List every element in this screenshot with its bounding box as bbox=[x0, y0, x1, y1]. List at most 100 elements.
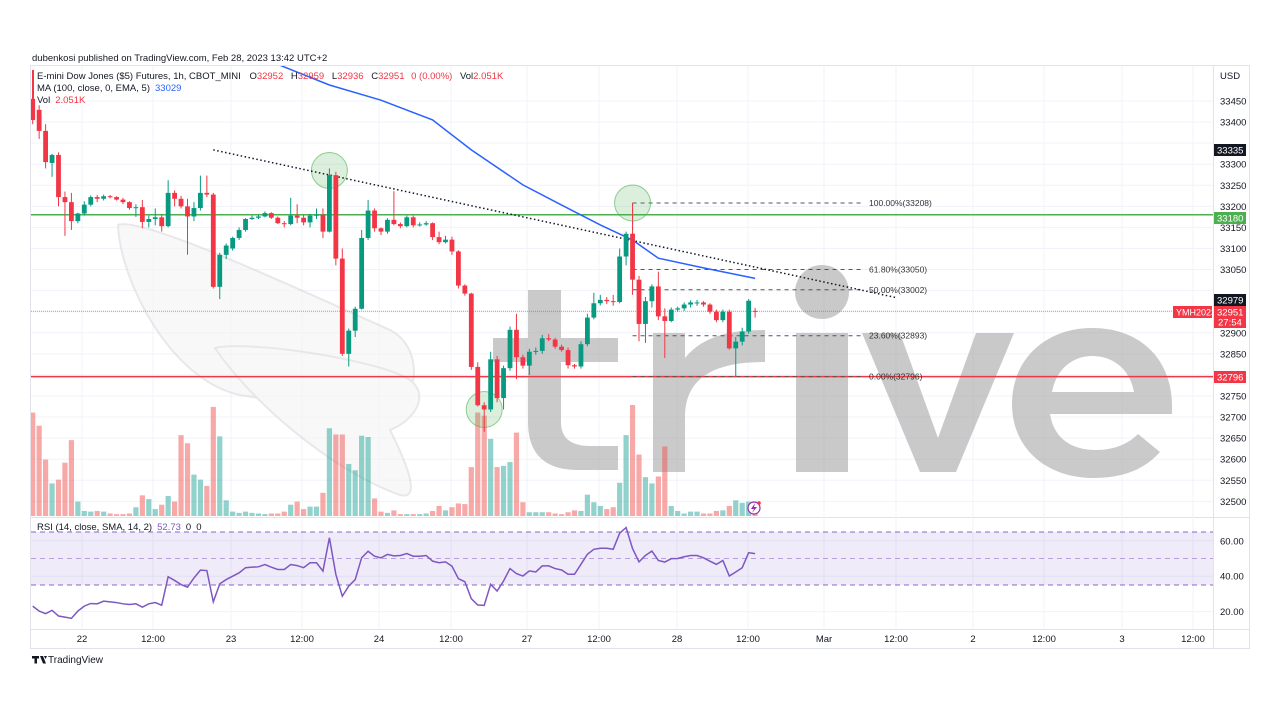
tradingview-logo[interactable]: TradingView bbox=[32, 655, 104, 666]
trendline[interactable] bbox=[213, 149, 898, 299]
candle bbox=[159, 214, 165, 232]
volume-bar bbox=[230, 511, 236, 516]
candle-body bbox=[636, 279, 642, 324]
volume-bar bbox=[513, 432, 520, 516]
time-tick-label: 3 bbox=[1119, 634, 1124, 645]
volume-bar bbox=[449, 507, 455, 516]
volume-bar bbox=[152, 509, 158, 516]
support-price-tag bbox=[1214, 212, 1246, 224]
fib-level-label: 50.00%(33002) bbox=[869, 285, 927, 295]
volume-bar bbox=[313, 506, 320, 516]
candle-body bbox=[314, 214, 319, 216]
candle bbox=[630, 202, 635, 295]
volume-bar bbox=[694, 511, 700, 516]
volume-bar bbox=[339, 434, 345, 516]
fib-level-label: 61.80%(33050) bbox=[869, 265, 927, 275]
horizontal-levels[interactable] bbox=[31, 214, 1213, 378]
candle bbox=[36, 105, 42, 139]
bar-countdown: 27:54 bbox=[1218, 318, 1242, 329]
volume-bar bbox=[81, 510, 87, 516]
candle bbox=[346, 328, 352, 367]
candle bbox=[539, 334, 545, 354]
volume-bar bbox=[494, 467, 500, 516]
fibonacci-retracement[interactable]: 100.00%(33208) 61.80%(33050) 50.00%(33002)… bbox=[632, 198, 932, 382]
legend-row-vol[interactable]: Vol 2.051K bbox=[37, 95, 86, 106]
legend-row-main[interactable]: E-mini Dow Jones ($5) Futures, 1h, CBOT_… bbox=[37, 71, 504, 82]
volume-bar bbox=[662, 446, 668, 516]
candle-body bbox=[69, 202, 74, 222]
fib-level-label: 100.00%(33208) bbox=[869, 198, 932, 208]
currency-label[interactable]: USD bbox=[1220, 71, 1240, 82]
candle bbox=[288, 197, 294, 226]
fib-level-label: 23.60%(32893) bbox=[869, 331, 927, 341]
volume-bar bbox=[739, 502, 745, 516]
volume-bar bbox=[101, 511, 107, 516]
legend-row-ma[interactable]: MA (100, close, 0, EMA, 5) 33029 bbox=[37, 83, 181, 94]
time-tick-label: 12:00 bbox=[439, 634, 463, 645]
volume-bar bbox=[49, 483, 55, 516]
candle-body bbox=[526, 351, 532, 366]
candle bbox=[359, 229, 365, 310]
legend-marker bbox=[32, 70, 34, 104]
candle-body bbox=[62, 197, 68, 203]
candle-body bbox=[191, 208, 197, 217]
volume-bar bbox=[191, 474, 197, 516]
open-value: 32952 bbox=[257, 71, 283, 82]
candle-body bbox=[559, 346, 564, 351]
volume-bar bbox=[636, 454, 642, 516]
volume-bar bbox=[352, 470, 358, 516]
candle bbox=[114, 196, 119, 201]
candle-body bbox=[514, 329, 519, 358]
candle-body bbox=[275, 217, 281, 224]
candle bbox=[133, 204, 139, 217]
candle-body bbox=[120, 199, 126, 203]
candle-body bbox=[88, 197, 94, 205]
volume-bar bbox=[391, 510, 397, 516]
price-tick-label: 32750 bbox=[1220, 391, 1246, 402]
candle-body bbox=[546, 338, 552, 340]
candle bbox=[127, 201, 132, 210]
candle-body bbox=[739, 331, 745, 342]
candle-body bbox=[475, 366, 481, 406]
volume-bar bbox=[217, 436, 223, 516]
candle-body bbox=[726, 311, 732, 349]
candle bbox=[56, 152, 61, 207]
price-axis[interactable]: 33450 33400 33300 33250 33200 33150 33100 33050… bbox=[1220, 97, 1246, 508]
candle bbox=[468, 292, 474, 370]
candle bbox=[430, 222, 435, 241]
rsi-axis[interactable]: 60.00 40.00 20.00 bbox=[1220, 536, 1244, 618]
candle-body bbox=[159, 217, 165, 227]
volume-bar bbox=[307, 506, 313, 516]
candle bbox=[146, 215, 152, 228]
tradingview-logo-icon bbox=[32, 656, 47, 664]
watermark-letter-e bbox=[1012, 328, 1172, 478]
time-tick-label: 12:00 bbox=[290, 634, 314, 645]
candle-body bbox=[204, 192, 210, 195]
candle bbox=[339, 248, 345, 356]
legend: E-mini Dow Jones ($5) Futures, 1h, CBOT_… bbox=[32, 70, 504, 106]
low-value: 32936 bbox=[337, 71, 363, 82]
candle bbox=[268, 212, 274, 219]
candle-body bbox=[152, 217, 158, 219]
candle bbox=[649, 284, 655, 308]
candle bbox=[378, 227, 384, 236]
volume-bar bbox=[333, 434, 339, 516]
time-axis[interactable]: 22 12:00 23 12:00 24 12:00 27 12:00 28 12:00 Mar 12… bbox=[77, 634, 1205, 645]
candle-body bbox=[81, 204, 87, 214]
time-tick-label: 12:00 bbox=[587, 634, 611, 645]
candle bbox=[165, 180, 171, 228]
candle bbox=[320, 208, 326, 238]
volume-bar bbox=[288, 504, 294, 516]
lightning-icon[interactable] bbox=[747, 501, 761, 515]
rsi-legend[interactable]: RSI (14, close, SMA, 14, 2) 52.73 0 0 bbox=[37, 522, 201, 533]
candle bbox=[475, 362, 481, 407]
candle bbox=[520, 354, 526, 369]
candle bbox=[262, 211, 268, 218]
price-tick-label: 32850 bbox=[1220, 349, 1246, 360]
volume-bar bbox=[223, 500, 229, 516]
candle bbox=[701, 301, 706, 307]
candle bbox=[256, 214, 261, 219]
candle bbox=[301, 214, 306, 226]
published-caption: dubenkosi published on TradingView.com, … bbox=[32, 53, 327, 64]
